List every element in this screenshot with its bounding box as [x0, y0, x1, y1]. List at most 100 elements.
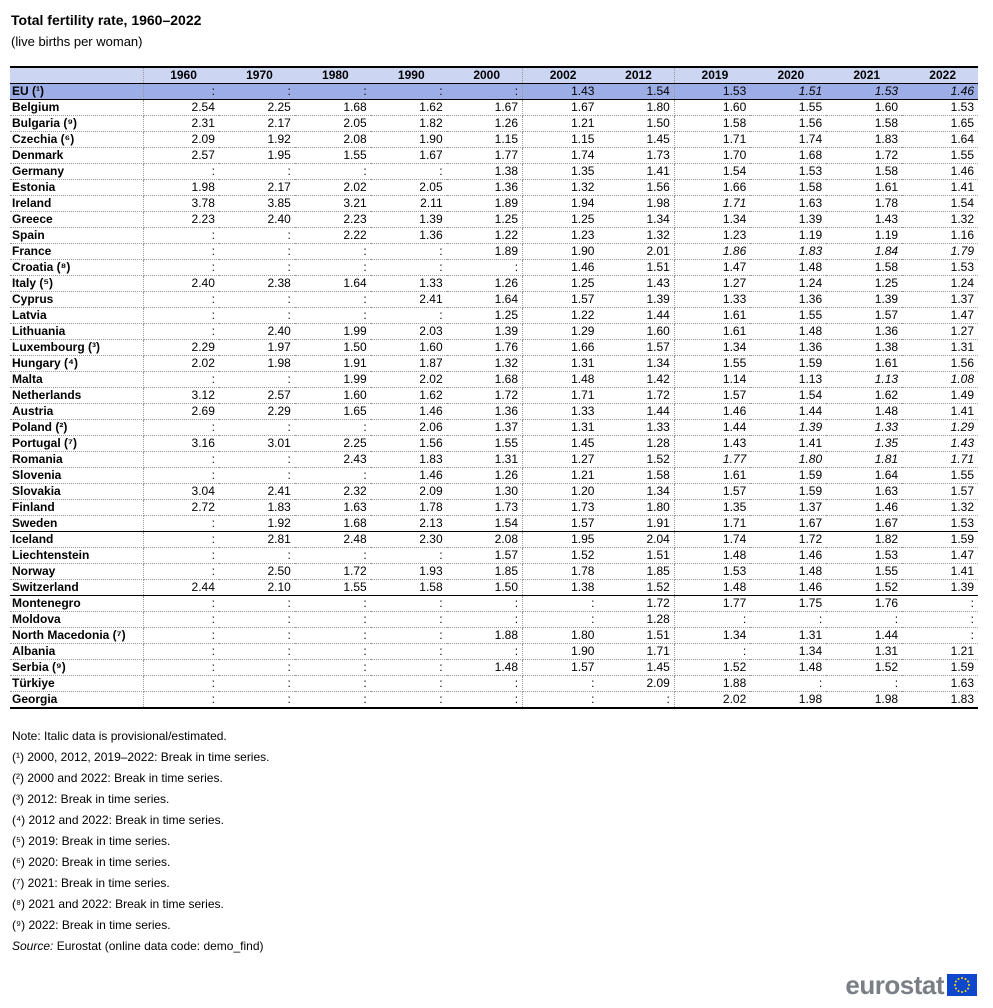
table-cell: : [446, 611, 524, 628]
table-cell: 1.71 [902, 451, 978, 468]
table-cell: 1.76 [826, 595, 903, 612]
table-cell: 1.36 [750, 339, 827, 356]
table-cell: : [143, 323, 219, 340]
table-cell: 1.57 [826, 307, 903, 324]
table-cell: 1.79 [902, 243, 978, 260]
table-cell: 1.78 [826, 195, 903, 212]
table-cell: 1.99 [294, 323, 371, 340]
table-cell: : [294, 163, 371, 180]
table-cell: 2.30 [370, 531, 447, 548]
table-cell: 1.68 [750, 147, 827, 164]
table-cell: 2.44 [143, 579, 219, 596]
table-cell: : [370, 627, 447, 644]
table-cell: 1.53 [674, 563, 751, 580]
table-cell: 1.90 [370, 131, 447, 148]
table-row: EU (¹):::::1.43 1.54 1.53 1.51 1.53 1.46 [10, 83, 978, 100]
table-cell: 1.32 [446, 355, 524, 372]
table-cell: 1.71 [674, 515, 751, 532]
table-cell: 1.80 [750, 451, 827, 468]
table-cell: 2.41 [218, 483, 295, 500]
table-cell: 2.11 [370, 195, 447, 212]
table-cell: 1.72 [598, 595, 675, 612]
row-label: Spain [10, 227, 144, 244]
row-label: Serbia (⁹) [10, 659, 144, 676]
table-cell: : [143, 627, 219, 644]
table-cell: 1.67 [750, 515, 827, 532]
table-cell: 1.31 [902, 339, 978, 356]
row-label: Norway [10, 563, 144, 580]
table-cell: : [143, 563, 219, 580]
row-label: Estonia [10, 179, 144, 196]
table-cell: 1.25 [446, 211, 524, 228]
table-cell: : [370, 547, 447, 564]
table-row: Cyprus:::2.41 1.64 1.57 1.39 1.33 1.36 1.39 1.3… [10, 291, 978, 308]
table-cell: : [143, 291, 219, 308]
table-row: Luxembourg (³) 2.29 1.97 1.50 1.60 1.76 1.66 1.… [10, 339, 978, 356]
table-cell: 1.72 [598, 387, 675, 404]
table-cell: 1.60 [598, 323, 675, 340]
table-cell: 1.57 [522, 291, 599, 308]
table-cell: 1.83 [826, 131, 903, 148]
table-cell: 1.48 [750, 259, 827, 276]
table-cell: 1.86 [674, 243, 751, 260]
table-row: Germany::::1.38 1.35 1.41 1.54 1.53 1.58 1.46 [10, 163, 978, 180]
table-cell: 1.28 [598, 435, 675, 452]
table-cell: : [218, 467, 295, 484]
table-cell: 1.88 [674, 675, 751, 692]
table-cell: : [522, 611, 599, 628]
table-cell: 1.41 [750, 435, 827, 452]
table-cell: 1.34 [598, 211, 675, 228]
table-cell: 2.01 [598, 243, 675, 260]
table-cell: 1.21 [522, 115, 599, 132]
table-cell: 1.25 [522, 211, 599, 228]
table-row: Netherlands 3.12 2.57 1.60 1.62 1.72 1.71 1.72 1… [10, 387, 978, 404]
table-cell: : [370, 595, 447, 612]
header-row: 1960 1970 1980 1990 2000 2002 2012 2019 2020 2021… [10, 66, 978, 84]
footnote: (¹) 2000, 2012, 2019–2022: Break in time… [12, 750, 270, 764]
table-cell: 1.77 [674, 451, 751, 468]
table-cell: : [143, 307, 219, 324]
table-cell: : [826, 611, 903, 628]
table-row: Liechtenstein::::1.57 1.52 1.51 1.48 1.46 1.5… [10, 547, 978, 564]
table-row: Greece 2.23 2.40 2.23 1.39 1.25 1.25 1.34 1.34 1.… [10, 211, 978, 228]
table-cell: 1.87 [370, 355, 447, 372]
table-cell: : [143, 659, 219, 676]
table-cell: 1.84 [826, 243, 903, 260]
table-cell: : [218, 675, 295, 692]
table-cell: 3.04 [143, 483, 219, 500]
table-cell: 1.53 [902, 515, 978, 532]
row-label: Czechia (⁶) [10, 131, 144, 148]
table-cell: : [294, 419, 371, 436]
table-cell: 1.46 [674, 403, 751, 420]
table-cell: 1.72 [750, 531, 827, 548]
table-cell: 1.98 [218, 355, 295, 372]
table-cell: 2.02 [294, 179, 371, 196]
table-cell: : [143, 419, 219, 436]
table-cell: 3.21 [294, 195, 371, 212]
table-cell: 1.92 [218, 131, 295, 148]
table-cell: 2.81 [218, 531, 295, 548]
table-cell: 1.66 [522, 339, 599, 356]
table-cell: 1.53 [750, 163, 827, 180]
table-cell: 1.91 [598, 515, 675, 532]
table-cell: : [143, 163, 219, 180]
table-cell: 1.41 [902, 563, 978, 580]
table-cell: 1.16 [902, 227, 978, 244]
table-cell: 1.63 [750, 195, 827, 212]
flag-star [964, 977, 967, 980]
table-cell: 1.57 [902, 483, 978, 500]
table-cell: 2.02 [143, 355, 219, 372]
table-cell: 1.98 [826, 691, 903, 709]
footnote: (⁵) 2019: Break in time series. [12, 834, 171, 848]
table-cell: : [294, 643, 371, 660]
table-cell: 1.32 [522, 179, 599, 196]
table-cell: 1.73 [446, 499, 524, 516]
table-cell: 1.21 [522, 467, 599, 484]
table-cell: 1.82 [370, 115, 447, 132]
table-cell: : [370, 83, 447, 100]
table-cell: 1.34 [750, 643, 827, 660]
table-cell: 1.64 [902, 131, 978, 148]
table-cell: 1.95 [522, 531, 599, 548]
flag-star [967, 987, 970, 990]
table-cell: 1.68 [446, 371, 524, 388]
